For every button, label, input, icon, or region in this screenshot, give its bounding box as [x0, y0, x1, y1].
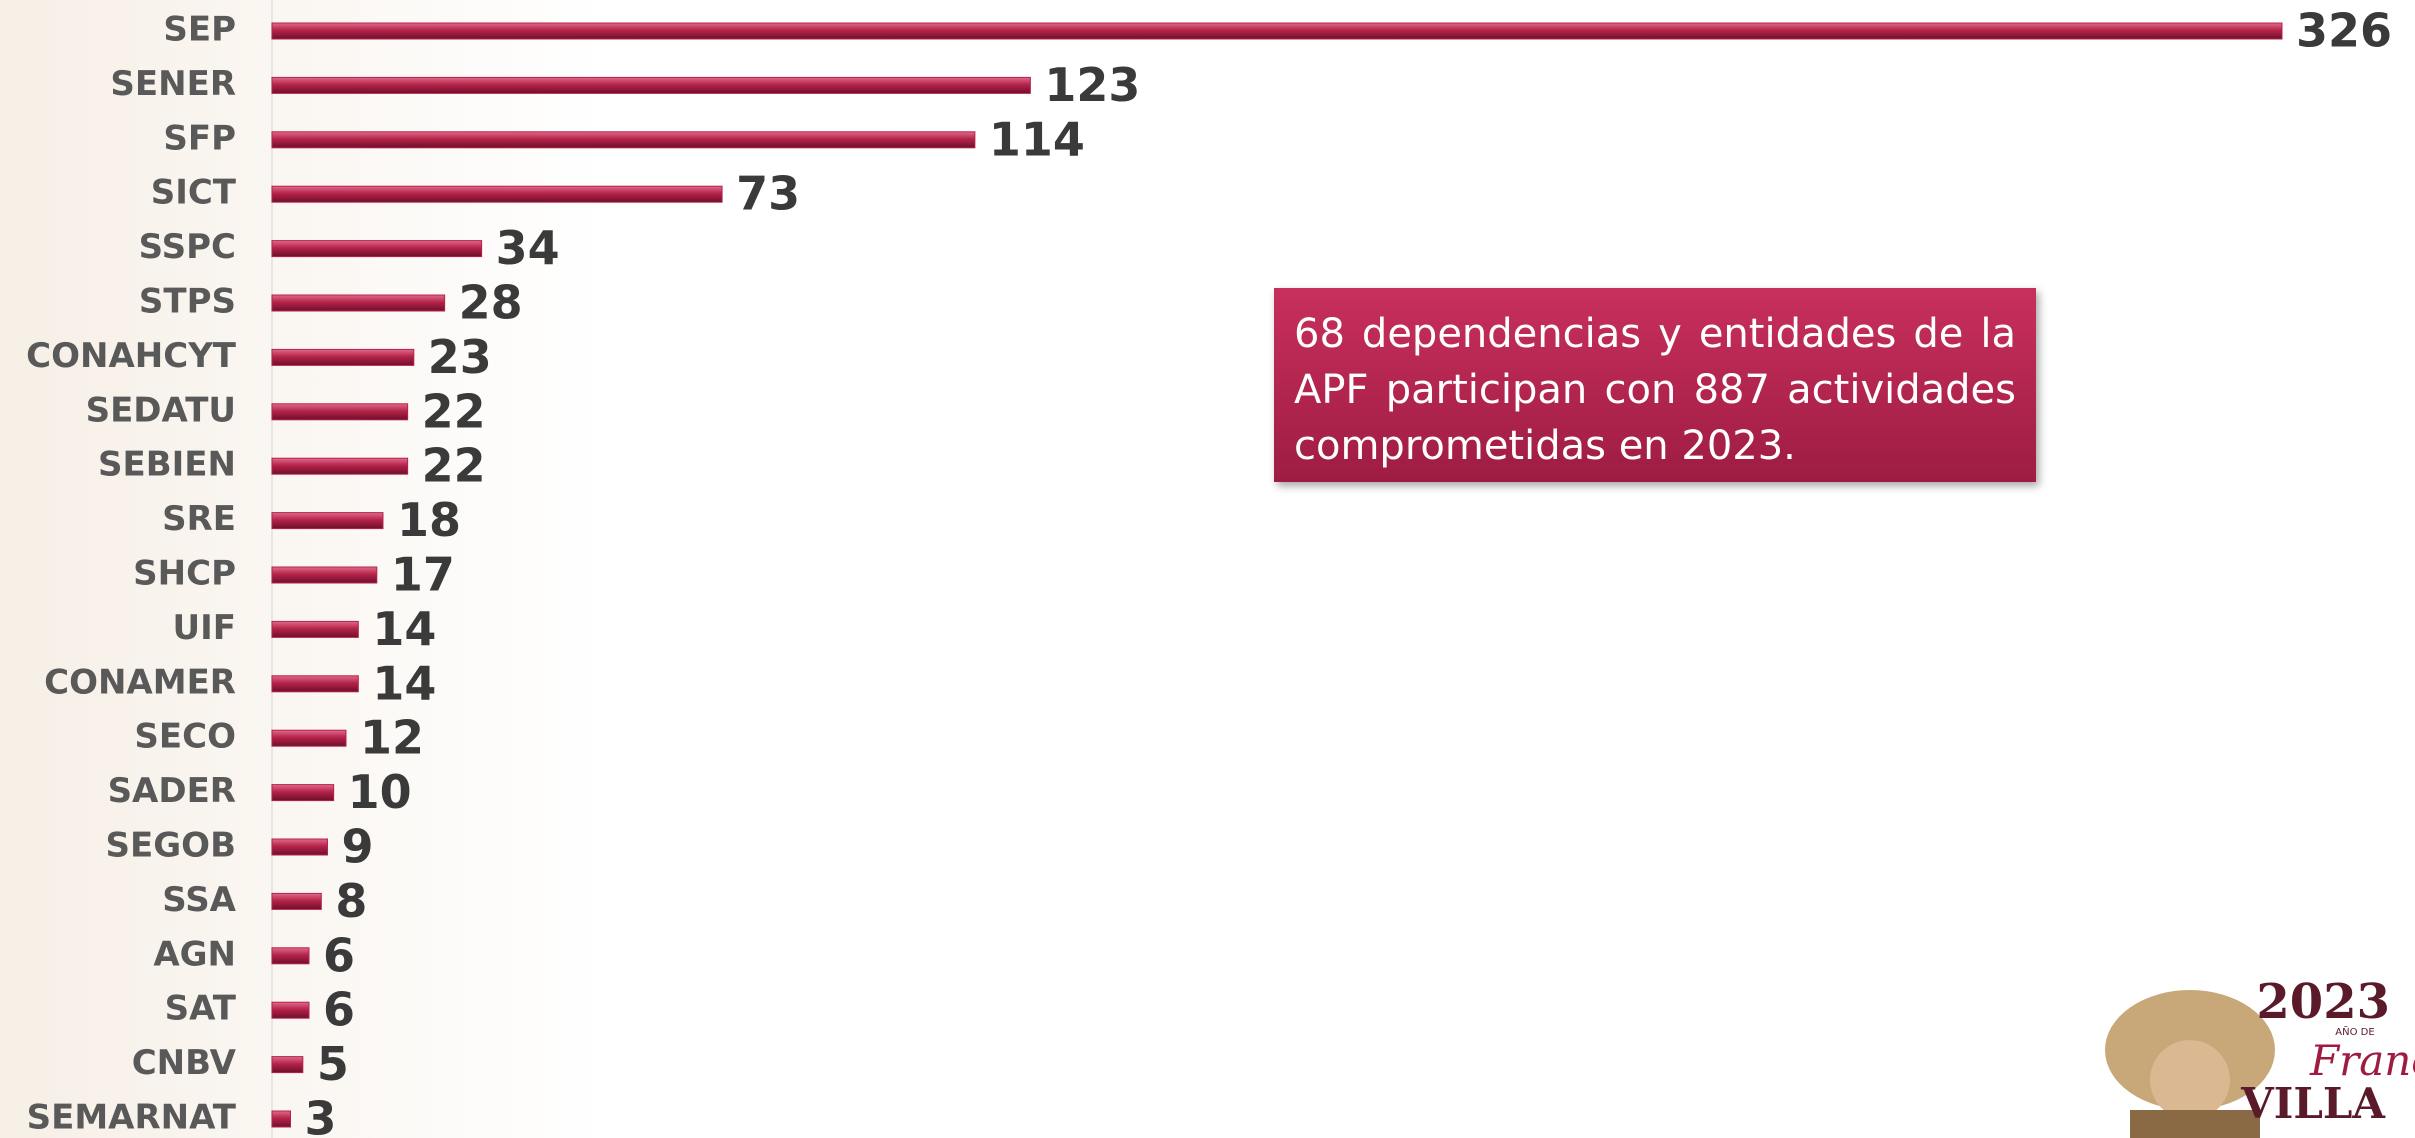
logo-prefix: AÑO DE: [2335, 1025, 2374, 1038]
bar: [271, 838, 328, 856]
value-label: 28: [459, 276, 523, 330]
bar: [271, 457, 409, 475]
logo-year: 2023: [2256, 974, 2390, 1030]
value-label: 17: [391, 548, 455, 602]
value-label: 6: [323, 928, 355, 982]
value-label: 14: [372, 602, 436, 656]
bar: [271, 1001, 310, 1019]
category-label: CONAMER: [44, 662, 236, 702]
logo: 2023 AÑO DE Francisco VILLA: [2105, 974, 2415, 1138]
category-label: SENER: [110, 64, 236, 104]
category-label: CONAHCYT: [26, 336, 237, 376]
category-label: STPS: [139, 282, 236, 322]
value-label: 10: [348, 765, 412, 819]
value-label: 5: [317, 1037, 349, 1091]
category-label: SSPC: [139, 227, 236, 267]
bar: [271, 403, 409, 421]
bar: [271, 892, 322, 910]
category-label: SEDATU: [86, 390, 236, 430]
value-label: 34: [496, 221, 560, 275]
value-label: 3: [304, 1092, 336, 1138]
bar: [271, 675, 359, 693]
bar: [271, 348, 415, 366]
category-label: UIF: [173, 608, 236, 648]
value-label: 123: [1044, 58, 1140, 112]
logo-surname: VILLA: [2240, 1079, 2386, 1128]
category-label: SICT: [151, 173, 237, 213]
bar: [271, 240, 483, 258]
value-label: 22: [422, 439, 486, 493]
value-label: 18: [397, 493, 461, 547]
bar: [271, 566, 378, 584]
bar: [271, 1110, 291, 1128]
bar: [271, 512, 384, 530]
bar: [271, 729, 347, 747]
category-label: SHCP: [133, 554, 236, 594]
bar: [271, 1056, 304, 1074]
category-label: SSA: [162, 880, 236, 920]
value-label: 6: [323, 983, 355, 1037]
value-label: 12: [360, 711, 424, 765]
bar: [271, 294, 446, 312]
bar: [271, 76, 1031, 94]
bar: [271, 620, 359, 638]
annotation: 68 dependencias y entidades de la APF pa…: [1274, 288, 2036, 482]
category-label: SFP: [163, 118, 236, 158]
category-label: SEGOB: [106, 826, 236, 866]
category-label: SEP: [163, 10, 236, 50]
value-label: 114: [989, 112, 1085, 166]
category-label: SRE: [162, 499, 236, 539]
value-label: 22: [422, 384, 486, 438]
bar: [271, 22, 2283, 40]
category-label: AGN: [153, 934, 236, 974]
logo-name: Francisco: [2309, 1036, 2415, 1085]
category-label: SAT: [165, 989, 237, 1029]
value-label: 73: [736, 167, 800, 221]
logo-body: [2130, 1110, 2260, 1138]
category-label: SEBIEN: [98, 445, 236, 485]
value-label: 9: [341, 820, 373, 874]
value-label: 14: [372, 656, 436, 710]
category-label: SADER: [108, 771, 236, 811]
bar: [271, 947, 310, 965]
value-label: 8: [335, 874, 367, 928]
category-label: SECO: [134, 717, 236, 757]
bar: [271, 784, 335, 802]
logo-face: [2150, 1040, 2230, 1120]
category-label: CNBV: [132, 1043, 237, 1083]
bar: [271, 185, 723, 203]
value-label: 23: [428, 330, 492, 384]
bar: [271, 131, 976, 149]
category-label: SEMARNAT: [27, 1098, 237, 1138]
value-label: 326: [2296, 4, 2392, 58]
